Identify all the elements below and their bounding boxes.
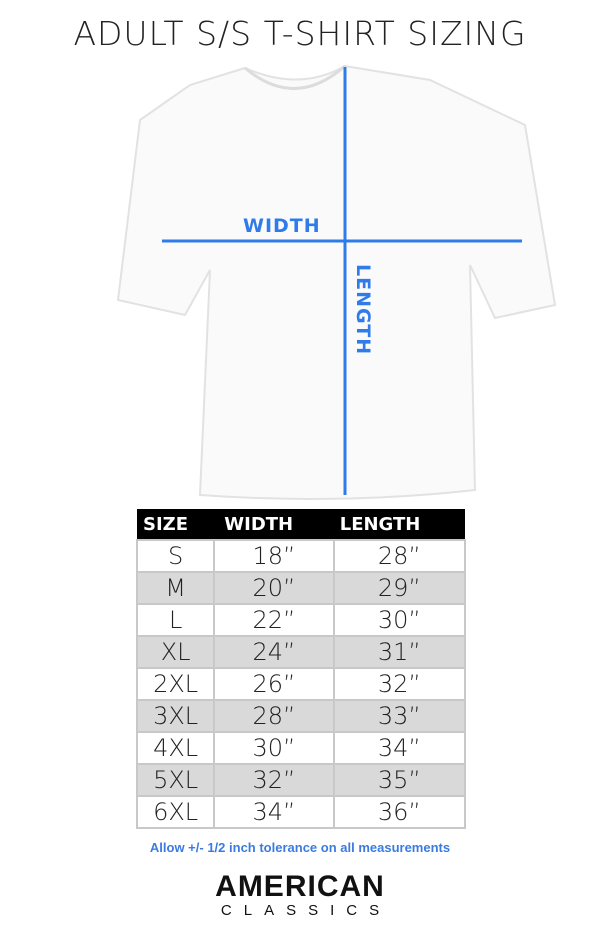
width-label: WIDTH [243, 215, 321, 237]
cell-length: 28” [332, 539, 467, 573]
cell-length: 29” [332, 571, 467, 605]
cell-size: 2XL [135, 667, 216, 701]
cell-size: 6XL [135, 795, 216, 829]
cell-size: 4XL [135, 731, 216, 765]
cell-width: 22” [213, 603, 335, 637]
length-label: LENGTH [352, 264, 374, 356]
table-row: L 22” 30” [135, 603, 467, 637]
table-row: M 20” 29” [135, 571, 467, 605]
table-row: 2XL 26” 32” [135, 667, 467, 701]
page-title: ADULT S/S T-SHIRT SIZING [73, 14, 527, 53]
tolerance-note: Allow +/- 1/2 inch tolerance on all meas… [149, 840, 451, 855]
cell-width: 32” [213, 763, 335, 797]
table-row: 5XL 32” 35” [135, 763, 467, 797]
tshirt-collar [244, 64, 346, 90]
cell-size: 5XL [135, 763, 216, 797]
header-length: LENGTH [333, 509, 465, 540]
table-row: 3XL 28” 33” [135, 699, 467, 733]
cell-width: 24” [213, 635, 335, 669]
header-width: WIDTH [214, 509, 334, 540]
cell-width: 28” [213, 699, 335, 733]
cell-length: 30” [332, 603, 467, 637]
cell-length: 32” [332, 667, 467, 701]
cell-size: XL [135, 635, 216, 669]
cell-width: 26” [213, 667, 335, 701]
cell-size: S [135, 539, 216, 573]
table-row: S 18” 28” [135, 539, 467, 573]
table-header: SIZE WIDTH LENGTH [137, 509, 465, 540]
table-row: 4XL 30” 34” [135, 731, 467, 765]
cell-size: M [135, 571, 216, 605]
cell-length: 33” [332, 699, 467, 733]
cell-length: 36” [332, 795, 467, 829]
cell-width: 34” [213, 795, 335, 829]
tshirt-shape [116, 64, 557, 500]
cell-width: 20” [213, 571, 335, 605]
brand-logo-line1: AMERICAN [215, 870, 385, 903]
cell-width: 30” [213, 731, 335, 765]
brand-logo-line2: CLASSICS [220, 902, 392, 919]
cell-width: 18” [213, 539, 335, 573]
cell-size: 3XL [135, 699, 216, 733]
cell-length: 31” [332, 635, 467, 669]
cell-length: 35” [332, 763, 467, 797]
cell-length: 34” [332, 731, 467, 765]
header-size: SIZE [137, 509, 215, 540]
tshirt-diagram [116, 64, 557, 500]
table-row: XL 24” 31” [135, 635, 467, 669]
table-row: 6XL 34” 36” [135, 795, 467, 829]
cell-size: L [135, 603, 216, 637]
size-table: SIZE WIDTH LENGTH S 18” 28” M 20” 29” L 22” 30” X… [135, 509, 467, 829]
